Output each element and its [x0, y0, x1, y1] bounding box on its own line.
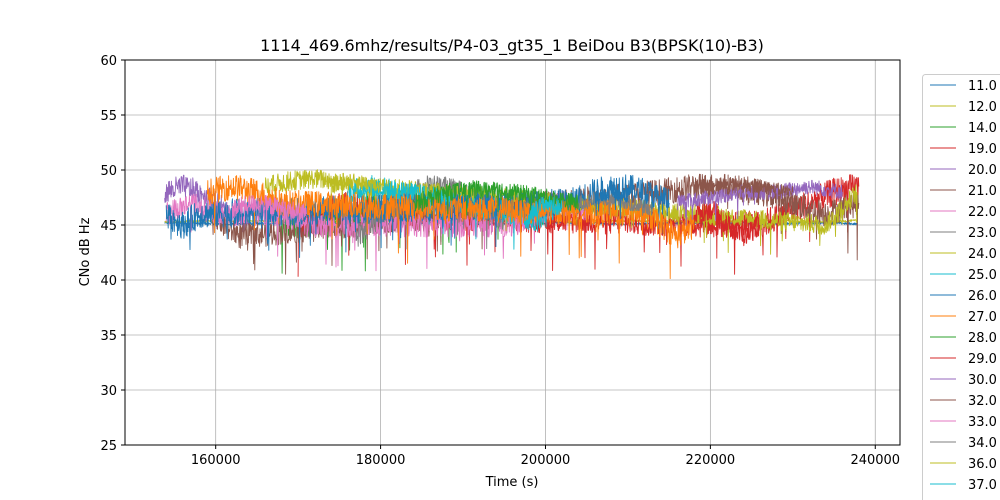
- x-tick-label: 220000: [686, 453, 736, 468]
- legend-label: 30.0: [968, 373, 997, 388]
- chart-title: 1114_469.6mhz/results/P4-03_gt35_1 BeiDo…: [260, 36, 764, 56]
- x-tick-label: 240000: [850, 453, 900, 468]
- y-tick-label: 60: [100, 54, 117, 69]
- y-tick-label: 50: [100, 164, 117, 179]
- legend-label: 14.0: [968, 121, 997, 136]
- series-line-32-0: [693, 177, 794, 205]
- legend-label: 37.0: [968, 478, 997, 493]
- plot-background: [125, 60, 900, 445]
- legend-label: 33.0: [968, 415, 997, 430]
- y-tick-label: 45: [100, 219, 117, 234]
- y-tick-label: 35: [100, 329, 117, 344]
- legend-label: 36.0: [968, 457, 997, 472]
- y-tick-label: 25: [100, 439, 117, 454]
- legend-label: 26.0: [968, 289, 997, 304]
- legend-label: 32.0: [968, 394, 997, 409]
- legend-label: 20.0: [968, 163, 997, 178]
- x-axis-label: Time (s): [485, 475, 539, 490]
- legend-label: 23.0: [968, 226, 997, 241]
- legend-label: 28.0: [968, 331, 997, 346]
- legend-label: 29.0: [968, 352, 997, 367]
- series-line-36-0: [330, 173, 382, 200]
- series-line-30-0: [676, 179, 843, 226]
- y-axis-label: CNo dB Hz: [78, 217, 93, 286]
- plot-frame: [124, 59, 901, 446]
- legend-label: 24.0: [968, 247, 997, 262]
- x-tick-label: 200000: [521, 453, 571, 468]
- x-tick-label: 180000: [356, 453, 406, 468]
- series-line-37-0: [528, 195, 563, 232]
- legend: 11.0 12.0 14.0 19.0 20.0 21.0 22.0 23.0 24.0 25.0…: [922, 74, 1000, 500]
- legend-label: 25.0: [968, 268, 997, 283]
- series-line-41-0: [594, 185, 629, 220]
- y-tick-label: 30: [100, 384, 117, 399]
- series-line-29-0: [693, 199, 761, 259]
- y-tick-label: 55: [100, 109, 117, 124]
- legend-label: 21.0: [968, 184, 997, 199]
- x-axis-ticks: 160000 180000 200000 220000 240000: [191, 445, 900, 468]
- series-layer: [164, 169, 860, 280]
- y-tick-label: 40: [100, 274, 117, 289]
- x-tick-label: 160000: [191, 453, 241, 468]
- legend-label: 27.0: [968, 310, 997, 325]
- legend-label: 34.0: [968, 436, 997, 451]
- legend-label: 19.0: [968, 142, 997, 157]
- y-axis-ticks: 25 30 35 40 45 50 55 60: [100, 54, 125, 454]
- legend-label: 22.0: [968, 205, 997, 220]
- series-line-33-0: [231, 194, 307, 238]
- series-line-28-0: [413, 180, 579, 216]
- legend-label: 11.0: [968, 79, 997, 94]
- legend-box: [922, 74, 1000, 500]
- legend-label: 12.0: [968, 100, 997, 115]
